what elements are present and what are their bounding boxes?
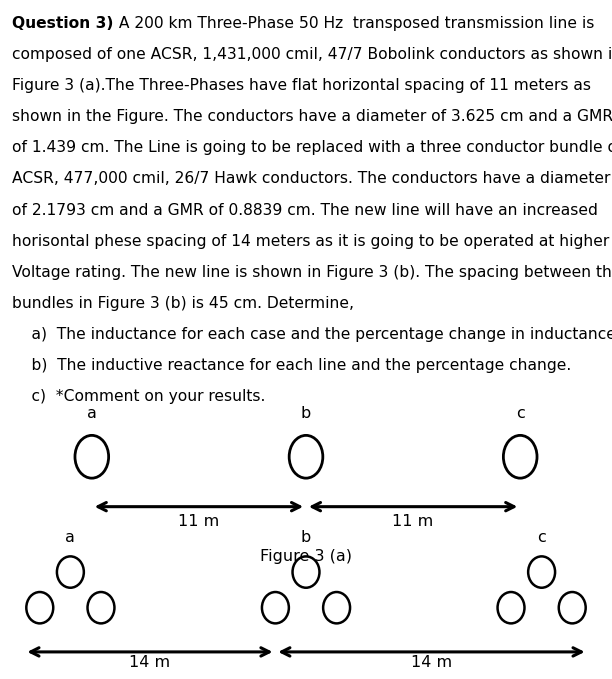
Text: ACSR, 477,000 cmil, 26/7 Hawk conductors. The conductors have a diameter: ACSR, 477,000 cmil, 26/7 Hawk conductors… (12, 172, 611, 187)
Text: horisontal phese spacing of 14 meters as it is going to be operated at higher: horisontal phese spacing of 14 meters as… (12, 234, 610, 249)
Text: Figure 3 (a): Figure 3 (a) (260, 549, 352, 564)
Text: Voltage rating. The new line is shown in Figure 3 (b). The spacing between the: Voltage rating. The new line is shown in… (12, 265, 612, 280)
Text: b)  The inductive reactance for each line and the percentage change.: b) The inductive reactance for each line… (12, 358, 572, 373)
Text: Question 3): Question 3) (12, 16, 114, 31)
Text: composed of one ACSR, 1,431,000 cmil, 47/7 Bobolink conductors as shown in: composed of one ACSR, 1,431,000 cmil, 47… (12, 47, 612, 62)
Text: b: b (301, 530, 311, 545)
Text: c: c (537, 530, 546, 545)
Text: 11 m: 11 m (392, 515, 434, 530)
Text: bundles in Figure 3 (b) is 45 cm. Determine,: bundles in Figure 3 (b) is 45 cm. Determ… (12, 296, 354, 311)
Text: A 200 km Three-Phase 50 Hz  transposed transmission line is: A 200 km Three-Phase 50 Hz transposed tr… (114, 16, 594, 31)
Text: of 1.439 cm. The Line is going to be replaced with a three conductor bundle of: of 1.439 cm. The Line is going to be rep… (12, 141, 612, 155)
Text: a: a (65, 530, 75, 545)
Text: a)  The inductance for each case and the percentage change in inductance: a) The inductance for each case and the … (12, 327, 612, 342)
Text: a: a (87, 406, 97, 421)
Text: shown in the Figure. The conductors have a diameter of 3.625 cm and a GMR: shown in the Figure. The conductors have… (12, 109, 612, 124)
Text: Figure 3 (a).The Three-Phases have flat horizontal spacing of 11 meters as: Figure 3 (a).The Three-Phases have flat … (12, 78, 591, 93)
Text: 14 m: 14 m (411, 655, 452, 670)
Text: 14 m: 14 m (129, 655, 171, 670)
Text: of 2.1793 cm and a GMR of 0.8839 cm. The new line will have an increased: of 2.1793 cm and a GMR of 0.8839 cm. The… (12, 202, 598, 217)
Text: b: b (301, 406, 311, 421)
Text: 11 m: 11 m (178, 515, 220, 530)
Text: c)  *Comment on your results.: c) *Comment on your results. (12, 389, 266, 404)
Text: c: c (516, 406, 524, 421)
